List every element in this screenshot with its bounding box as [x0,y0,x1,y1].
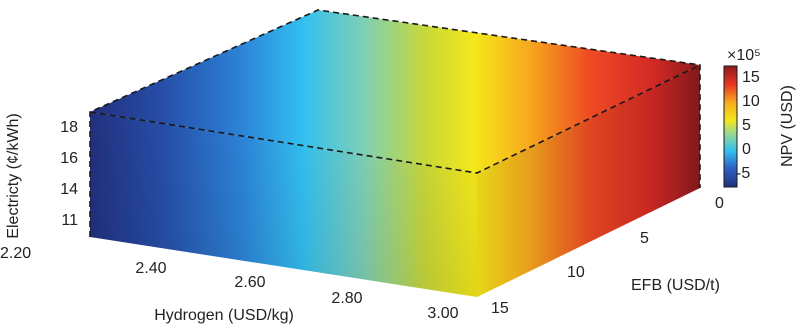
colorbar-gradient-bar [723,65,738,188]
surface-box [89,9,701,297]
y-tick-label: 10 [567,264,585,281]
right-face [477,65,700,297]
top-face [90,10,700,173]
x-tick-label: 2.80 [331,290,362,307]
y-tick-label: 0 [715,195,724,212]
colorbar-tick-label: 15 [742,69,760,86]
colorbar-tick-label: 5 [742,117,751,134]
x-axis-title: Hydrogen (USD/kg) [154,307,294,324]
x-tick-label: 2.20 [0,245,31,262]
z-ticks: 18 16 14 11 [60,119,78,229]
z-axis: 18 16 14 11 Electricty (¢/kWh) [5,113,78,238]
colorbar: ×10⁵ 15 10 5 0 -5 NPV (USD) [723,47,796,188]
colorbar-tick-label: 10 [742,93,760,110]
z-axis-title: Electricty (¢/kWh) [5,113,22,238]
box-edges [89,9,701,237]
y-axis-title: EFB (USD/t) [631,277,720,294]
x-tick-label: 2.40 [135,260,166,277]
y-tick-label: 5 [640,230,649,247]
colorbar-tick-label: 0 [742,141,751,158]
y-axis: 0 5 10 15 EFB (USD/t) [491,195,724,317]
colorbar-tick-label: -5 [736,165,750,182]
colorbar-multiplier: ×10⁵ [727,47,761,64]
colorbar-title: NPV (USD) [779,85,796,167]
x-tick-label: 3.00 [427,305,458,322]
z-tick-label: 14 [60,181,78,198]
y-tick-label: 15 [491,300,509,317]
colorbar-ticks: 15 10 5 0 -5 [736,69,760,182]
z-tick-label: 16 [60,150,78,167]
x-axis: 2.20 2.40 2.60 2.80 3.00 Hydrogen (USD/k… [0,245,459,324]
x-tick-label: 2.60 [234,274,265,291]
z-tick-label: 18 [60,119,78,136]
z-tick-label: 11 [61,212,78,229]
